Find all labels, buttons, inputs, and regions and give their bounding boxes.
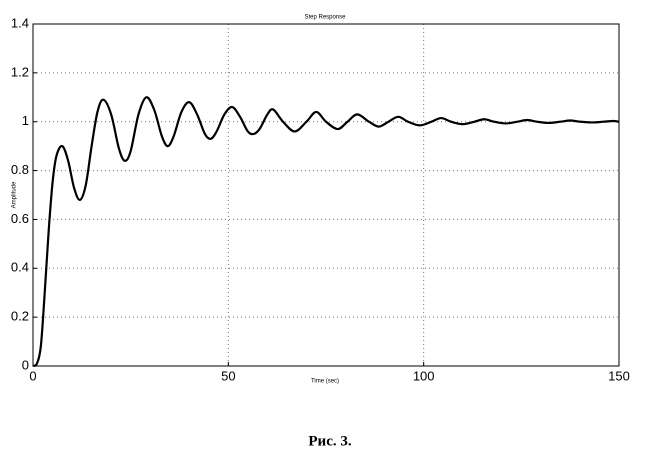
y-axis-label: Amplitude <box>12 181 18 208</box>
x-axis-label: Time (sec) <box>311 379 339 385</box>
y-tick-label: 0.4 <box>11 260 29 275</box>
x-tick-label: 150 <box>608 368 630 383</box>
x-tick-label: 0 <box>29 368 36 383</box>
y-tick-label: 0.6 <box>11 211 29 226</box>
y-tick-label: 0.2 <box>11 309 29 324</box>
x-tick-label: 50 <box>221 368 235 383</box>
chart-title: Step Response <box>304 15 346 21</box>
y-tick-label: 1.2 <box>11 64 29 79</box>
x-tick-label: 100 <box>413 368 435 383</box>
y-tick-label: 1.4 <box>11 15 29 30</box>
y-tick-label: 0.8 <box>11 162 29 177</box>
line-series <box>32 96 620 368</box>
plot-frame <box>32 23 620 367</box>
caption: Рис. 3. <box>308 433 351 449</box>
y-tick-label: 0 <box>22 357 29 372</box>
y-tick-label: 1 <box>22 113 29 128</box>
